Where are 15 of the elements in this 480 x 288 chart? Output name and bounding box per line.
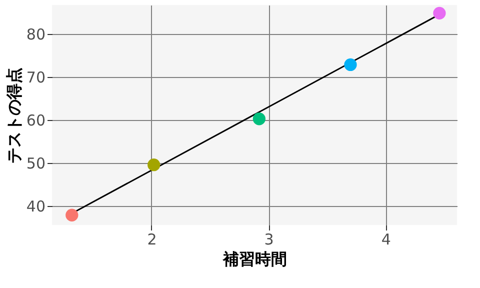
y-tick-label: 80 [26, 26, 46, 44]
point [344, 58, 357, 72]
x-tick-label: 2 [147, 230, 157, 248]
y-axis-title: テストの得点 [4, 68, 24, 164]
x-axis-title: 補習時間 [222, 250, 287, 268]
y-tick-label: 60 [26, 112, 46, 130]
point [433, 6, 446, 20]
point [66, 208, 78, 222]
y-tick-label: 70 [26, 68, 46, 87]
point [252, 112, 266, 126]
x-tick-label: 3 [264, 230, 274, 248]
point [148, 158, 160, 172]
y-tick-label: 40 [26, 198, 46, 216]
y-tick-label: 50 [26, 154, 46, 173]
x-tick-label: 4 [381, 230, 391, 248]
